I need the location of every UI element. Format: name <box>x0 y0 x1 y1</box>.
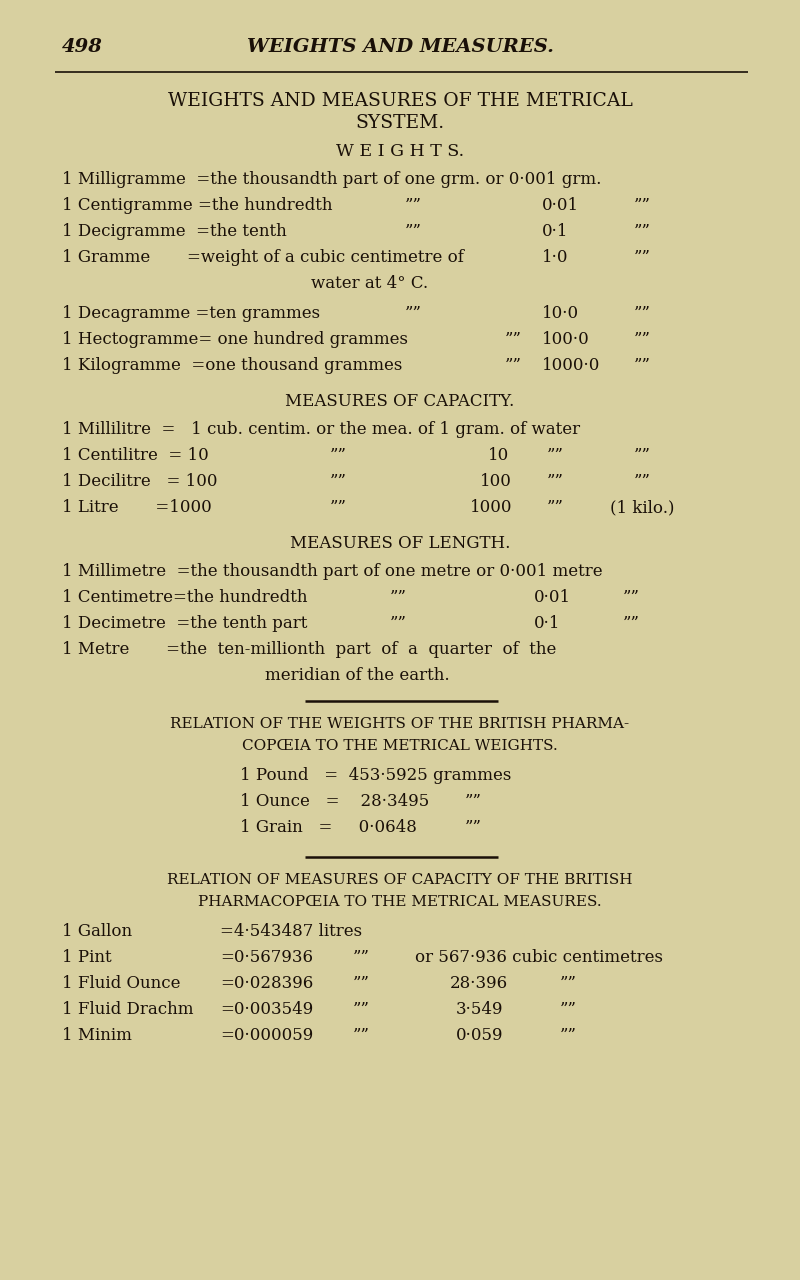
Text: ””: ”” <box>330 499 347 516</box>
Text: ””: ”” <box>623 589 640 605</box>
Text: ””: ”” <box>623 614 640 632</box>
Text: 1 Ounce   =    28·3495: 1 Ounce = 28·3495 <box>240 794 430 810</box>
Text: 1 Decimetre  =the tenth part: 1 Decimetre =the tenth part <box>62 614 307 632</box>
Text: 1 Fluid Ounce: 1 Fluid Ounce <box>62 975 181 992</box>
Text: ””: ”” <box>634 474 651 490</box>
Text: 3·549: 3·549 <box>456 1001 503 1018</box>
Text: 100: 100 <box>480 474 512 490</box>
Text: 0·1: 0·1 <box>542 223 569 241</box>
Text: 1 Litre       =1000: 1 Litre =1000 <box>62 499 212 516</box>
Text: water at 4° C.: water at 4° C. <box>311 275 429 292</box>
Text: ””: ”” <box>547 447 564 463</box>
Text: 1 Grain   =     0·0648: 1 Grain = 0·0648 <box>240 819 417 836</box>
Text: RELATION OF MEASURES OF CAPACITY OF THE BRITISH: RELATION OF MEASURES OF CAPACITY OF THE … <box>167 873 633 887</box>
Text: 1 Decagramme =ten grammes: 1 Decagramme =ten grammes <box>62 305 320 323</box>
Text: ””: ”” <box>547 499 564 516</box>
Text: 1 Minim: 1 Minim <box>62 1027 132 1044</box>
Text: WEIGHTS AND MEASURES.: WEIGHTS AND MEASURES. <box>246 38 554 56</box>
Text: ””: ”” <box>634 332 651 348</box>
Text: =0·028396: =0·028396 <box>220 975 314 992</box>
Text: WEIGHTS AND MEASURES OF THE METRICAL: WEIGHTS AND MEASURES OF THE METRICAL <box>167 92 633 110</box>
Text: 1 Millimetre  =the thousandth part of one metre or 0·001 metre: 1 Millimetre =the thousandth part of one… <box>62 563 602 580</box>
Text: 0·01: 0·01 <box>534 589 571 605</box>
Text: 1 Fluid Drachm: 1 Fluid Drachm <box>62 1001 194 1018</box>
Text: 10·0: 10·0 <box>542 305 579 323</box>
Text: ””: ”” <box>505 332 522 348</box>
Text: MEASURES OF CAPACITY.: MEASURES OF CAPACITY. <box>286 393 514 410</box>
Text: 1 Pint: 1 Pint <box>62 948 112 966</box>
Text: =0·567936: =0·567936 <box>220 948 313 966</box>
Text: 1 Centigramme =the hundredth: 1 Centigramme =the hundredth <box>62 197 333 214</box>
Text: 100·0: 100·0 <box>542 332 590 348</box>
Text: ””: ”” <box>330 474 347 490</box>
Text: 10: 10 <box>488 447 510 463</box>
Text: 1 Centimetre=the hundredth: 1 Centimetre=the hundredth <box>62 589 307 605</box>
Text: (1 kilo.): (1 kilo.) <box>610 499 674 516</box>
Text: ””: ”” <box>634 357 651 374</box>
Text: ””: ”” <box>390 589 407 605</box>
Text: 1 Kilogramme  =one thousand grammes: 1 Kilogramme =one thousand grammes <box>62 357 402 374</box>
Text: ””: ”” <box>634 305 651 323</box>
Text: =0·000059: =0·000059 <box>220 1027 314 1044</box>
Text: ””: ”” <box>405 197 422 214</box>
Text: ””: ”” <box>634 250 651 266</box>
Text: 1000: 1000 <box>470 499 513 516</box>
Text: 498: 498 <box>62 38 103 56</box>
Text: ””: ”” <box>390 614 407 632</box>
Text: =0·003549: =0·003549 <box>220 1001 314 1018</box>
Text: MEASURES OF LENGTH.: MEASURES OF LENGTH. <box>290 535 510 552</box>
Text: ””: ”” <box>560 975 577 992</box>
Text: 1 Millilitre  =   1 cub. centim. or the mea. of 1 gram. of water: 1 Millilitre = 1 cub. centim. or the mea… <box>62 421 580 438</box>
Text: 1 Metre       =the  ten-millionth  part  of  a  quarter  of  the: 1 Metre =the ten-millionth part of a qua… <box>62 641 556 658</box>
Text: ””: ”” <box>560 1001 577 1018</box>
Text: meridian of the earth.: meridian of the earth. <box>265 667 450 684</box>
Text: W E I G H T S.: W E I G H T S. <box>336 143 464 160</box>
Text: =4·543487 litres: =4·543487 litres <box>220 923 362 940</box>
Text: 1 Pound   =  453·5925 grammes: 1 Pound = 453·5925 grammes <box>240 767 511 783</box>
Text: ””: ”” <box>353 948 370 966</box>
Text: ””: ”” <box>405 223 422 241</box>
Text: 1 Centilitre  = 10: 1 Centilitre = 10 <box>62 447 209 463</box>
Text: 0·059: 0·059 <box>456 1027 503 1044</box>
Text: or 567·936 cubic centimetres: or 567·936 cubic centimetres <box>415 948 663 966</box>
Text: ””: ”” <box>465 819 482 836</box>
Text: ””: ”” <box>634 223 651 241</box>
Text: 1·0: 1·0 <box>542 250 569 266</box>
Text: 1000·0: 1000·0 <box>542 357 600 374</box>
Text: ””: ”” <box>330 447 347 463</box>
Text: ””: ”” <box>353 1027 370 1044</box>
Text: 1 Gramme       =weight of a cubic centimetre of: 1 Gramme =weight of a cubic centimetre o… <box>62 250 464 266</box>
Text: ””: ”” <box>505 357 522 374</box>
Text: ””: ”” <box>634 447 651 463</box>
Text: ””: ”” <box>547 474 564 490</box>
Text: 1 Milligramme  =the thousandth part of one grm. or 0·001 grm.: 1 Milligramme =the thousandth part of on… <box>62 172 602 188</box>
Text: ””: ”” <box>465 794 482 810</box>
Text: RELATION OF THE WEIGHTS OF THE BRITISH PHARMA-: RELATION OF THE WEIGHTS OF THE BRITISH P… <box>170 717 630 731</box>
Text: PHARMACOPŒIA TO THE METRICAL MEASURES.: PHARMACOPŒIA TO THE METRICAL MEASURES. <box>198 895 602 909</box>
Text: 1 Gallon: 1 Gallon <box>62 923 132 940</box>
Text: 0·01: 0·01 <box>542 197 579 214</box>
Text: ””: ”” <box>634 197 651 214</box>
Text: SYSTEM.: SYSTEM. <box>355 114 445 132</box>
Text: ””: ”” <box>353 975 370 992</box>
Text: ””: ”” <box>560 1027 577 1044</box>
Text: 1 Hectogramme= one hundred grammes: 1 Hectogramme= one hundred grammes <box>62 332 408 348</box>
Text: 28·396: 28·396 <box>450 975 508 992</box>
Text: 1 Decilitre   = 100: 1 Decilitre = 100 <box>62 474 218 490</box>
Text: 1 Decigramme  =the tenth: 1 Decigramme =the tenth <box>62 223 286 241</box>
Text: ””: ”” <box>353 1001 370 1018</box>
Text: 0·1: 0·1 <box>534 614 561 632</box>
Text: COPŒIA TO THE METRICAL WEIGHTS.: COPŒIA TO THE METRICAL WEIGHTS. <box>242 739 558 753</box>
Text: ””: ”” <box>405 305 422 323</box>
